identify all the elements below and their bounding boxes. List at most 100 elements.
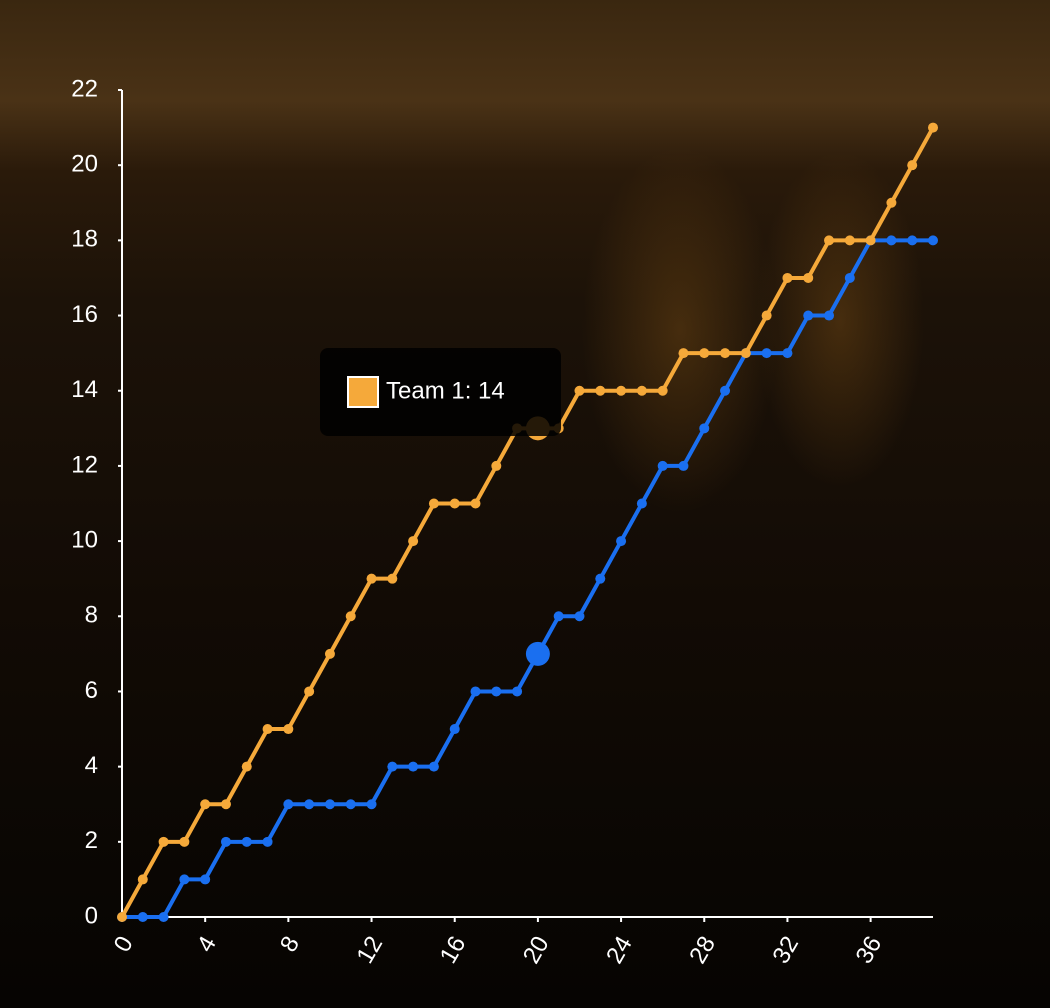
y-tick-label: 0 <box>85 902 98 929</box>
y-tick-label: 22 <box>71 75 98 102</box>
tooltip-box <box>320 348 561 436</box>
data-point[interactable] <box>241 761 252 772</box>
data-point[interactable] <box>366 573 377 584</box>
data-point[interactable] <box>525 641 550 666</box>
series-line <box>120 126 935 918</box>
data-point[interactable] <box>117 912 127 922</box>
data-point[interactable] <box>616 536 627 547</box>
data-point[interactable] <box>220 799 231 810</box>
x-tick-label: 32 <box>767 932 804 969</box>
data-point[interactable] <box>782 348 793 359</box>
data-point[interactable] <box>782 272 793 283</box>
series-line <box>122 238 933 919</box>
data-point[interactable] <box>803 272 814 283</box>
data-point[interactable] <box>200 874 211 885</box>
data-point[interactable] <box>387 761 398 772</box>
data-point[interactable] <box>803 310 814 321</box>
data-point[interactable] <box>886 235 897 246</box>
y-tick-label: 12 <box>71 451 98 478</box>
y-tick-label: 18 <box>71 226 98 253</box>
y-tick-label: 4 <box>85 752 98 779</box>
data-point[interactable] <box>928 122 938 133</box>
data-point[interactable] <box>304 799 315 810</box>
data-point[interactable] <box>324 799 335 810</box>
data-point[interactable] <box>262 836 273 847</box>
data-point[interactable] <box>844 272 855 283</box>
data-point[interactable] <box>179 836 190 847</box>
data-point[interactable] <box>449 498 460 509</box>
data-point[interactable] <box>137 912 148 922</box>
data-point[interactable] <box>928 235 938 246</box>
data-point[interactable] <box>657 460 668 471</box>
data-point[interactable] <box>262 724 273 735</box>
data-point[interactable] <box>740 348 751 359</box>
data-point[interactable] <box>345 799 356 810</box>
data-point[interactable] <box>574 385 585 396</box>
data-point[interactable] <box>408 761 419 772</box>
data-point[interactable] <box>449 724 460 735</box>
data-point[interactable] <box>491 686 502 697</box>
data-point[interactable] <box>470 498 481 509</box>
tooltip-text: Team 1: 14 <box>386 377 505 404</box>
data-point[interactable] <box>387 573 398 584</box>
y-tick-label: 10 <box>71 526 98 553</box>
x-tick-label: 24 <box>601 932 638 969</box>
data-point[interactable] <box>220 836 231 847</box>
data-point[interactable] <box>678 348 689 359</box>
data-point[interactable] <box>636 385 647 396</box>
data-point[interactable] <box>595 573 606 584</box>
data-point[interactable] <box>761 310 772 321</box>
data-point[interactable] <box>636 498 647 509</box>
data-point[interactable] <box>200 799 211 810</box>
x-tick-label: 36 <box>851 932 888 969</box>
data-point[interactable] <box>158 836 169 847</box>
y-tick-label: 2 <box>85 827 98 854</box>
data-point[interactable] <box>553 611 564 622</box>
data-point[interactable] <box>304 686 315 697</box>
data-point[interactable] <box>720 385 731 396</box>
data-point[interactable] <box>324 648 335 659</box>
data-point[interactable] <box>699 423 710 434</box>
data-point[interactable] <box>720 348 731 359</box>
data-point[interactable] <box>283 724 294 735</box>
data-point[interactable] <box>844 235 855 246</box>
data-point[interactable] <box>428 761 439 772</box>
data-point[interactable] <box>699 348 710 359</box>
data-point[interactable] <box>158 912 169 922</box>
data-point[interactable] <box>824 310 835 321</box>
y-tick-label: 20 <box>71 151 98 178</box>
data-point[interactable] <box>241 836 252 847</box>
data-point[interactable] <box>657 385 668 396</box>
data-point[interactable] <box>886 197 897 208</box>
data-point[interactable] <box>678 460 689 471</box>
data-point[interactable] <box>595 385 606 396</box>
data-point[interactable] <box>137 874 148 885</box>
data-point[interactable] <box>283 799 294 810</box>
y-tick-label: 8 <box>85 602 98 629</box>
y-tick-label: 6 <box>85 677 98 704</box>
data-point[interactable] <box>907 235 918 246</box>
x-tick-label: 12 <box>351 932 388 969</box>
x-tick-label: 0 <box>109 932 139 957</box>
data-point[interactable] <box>907 160 918 171</box>
data-point[interactable] <box>824 235 835 246</box>
y-tick-label: 16 <box>71 301 98 328</box>
x-tick-label: 4 <box>192 932 222 957</box>
tooltip: Team 1: 14 <box>320 348 561 436</box>
data-point[interactable] <box>512 686 523 697</box>
data-point[interactable] <box>345 611 356 622</box>
data-point[interactable] <box>408 536 419 547</box>
data-point[interactable] <box>428 498 439 509</box>
data-point[interactable] <box>761 348 772 359</box>
x-tick-label: 28 <box>684 932 721 969</box>
x-tick-label: 16 <box>435 932 472 969</box>
data-point[interactable] <box>865 235 876 246</box>
data-point[interactable] <box>491 460 502 471</box>
data-point[interactable] <box>470 686 481 697</box>
y-tick-label: 14 <box>71 376 98 403</box>
data-point[interactable] <box>179 874 190 885</box>
data-point[interactable] <box>574 611 585 622</box>
data-point[interactable] <box>616 385 627 396</box>
data-point[interactable] <box>366 799 377 810</box>
